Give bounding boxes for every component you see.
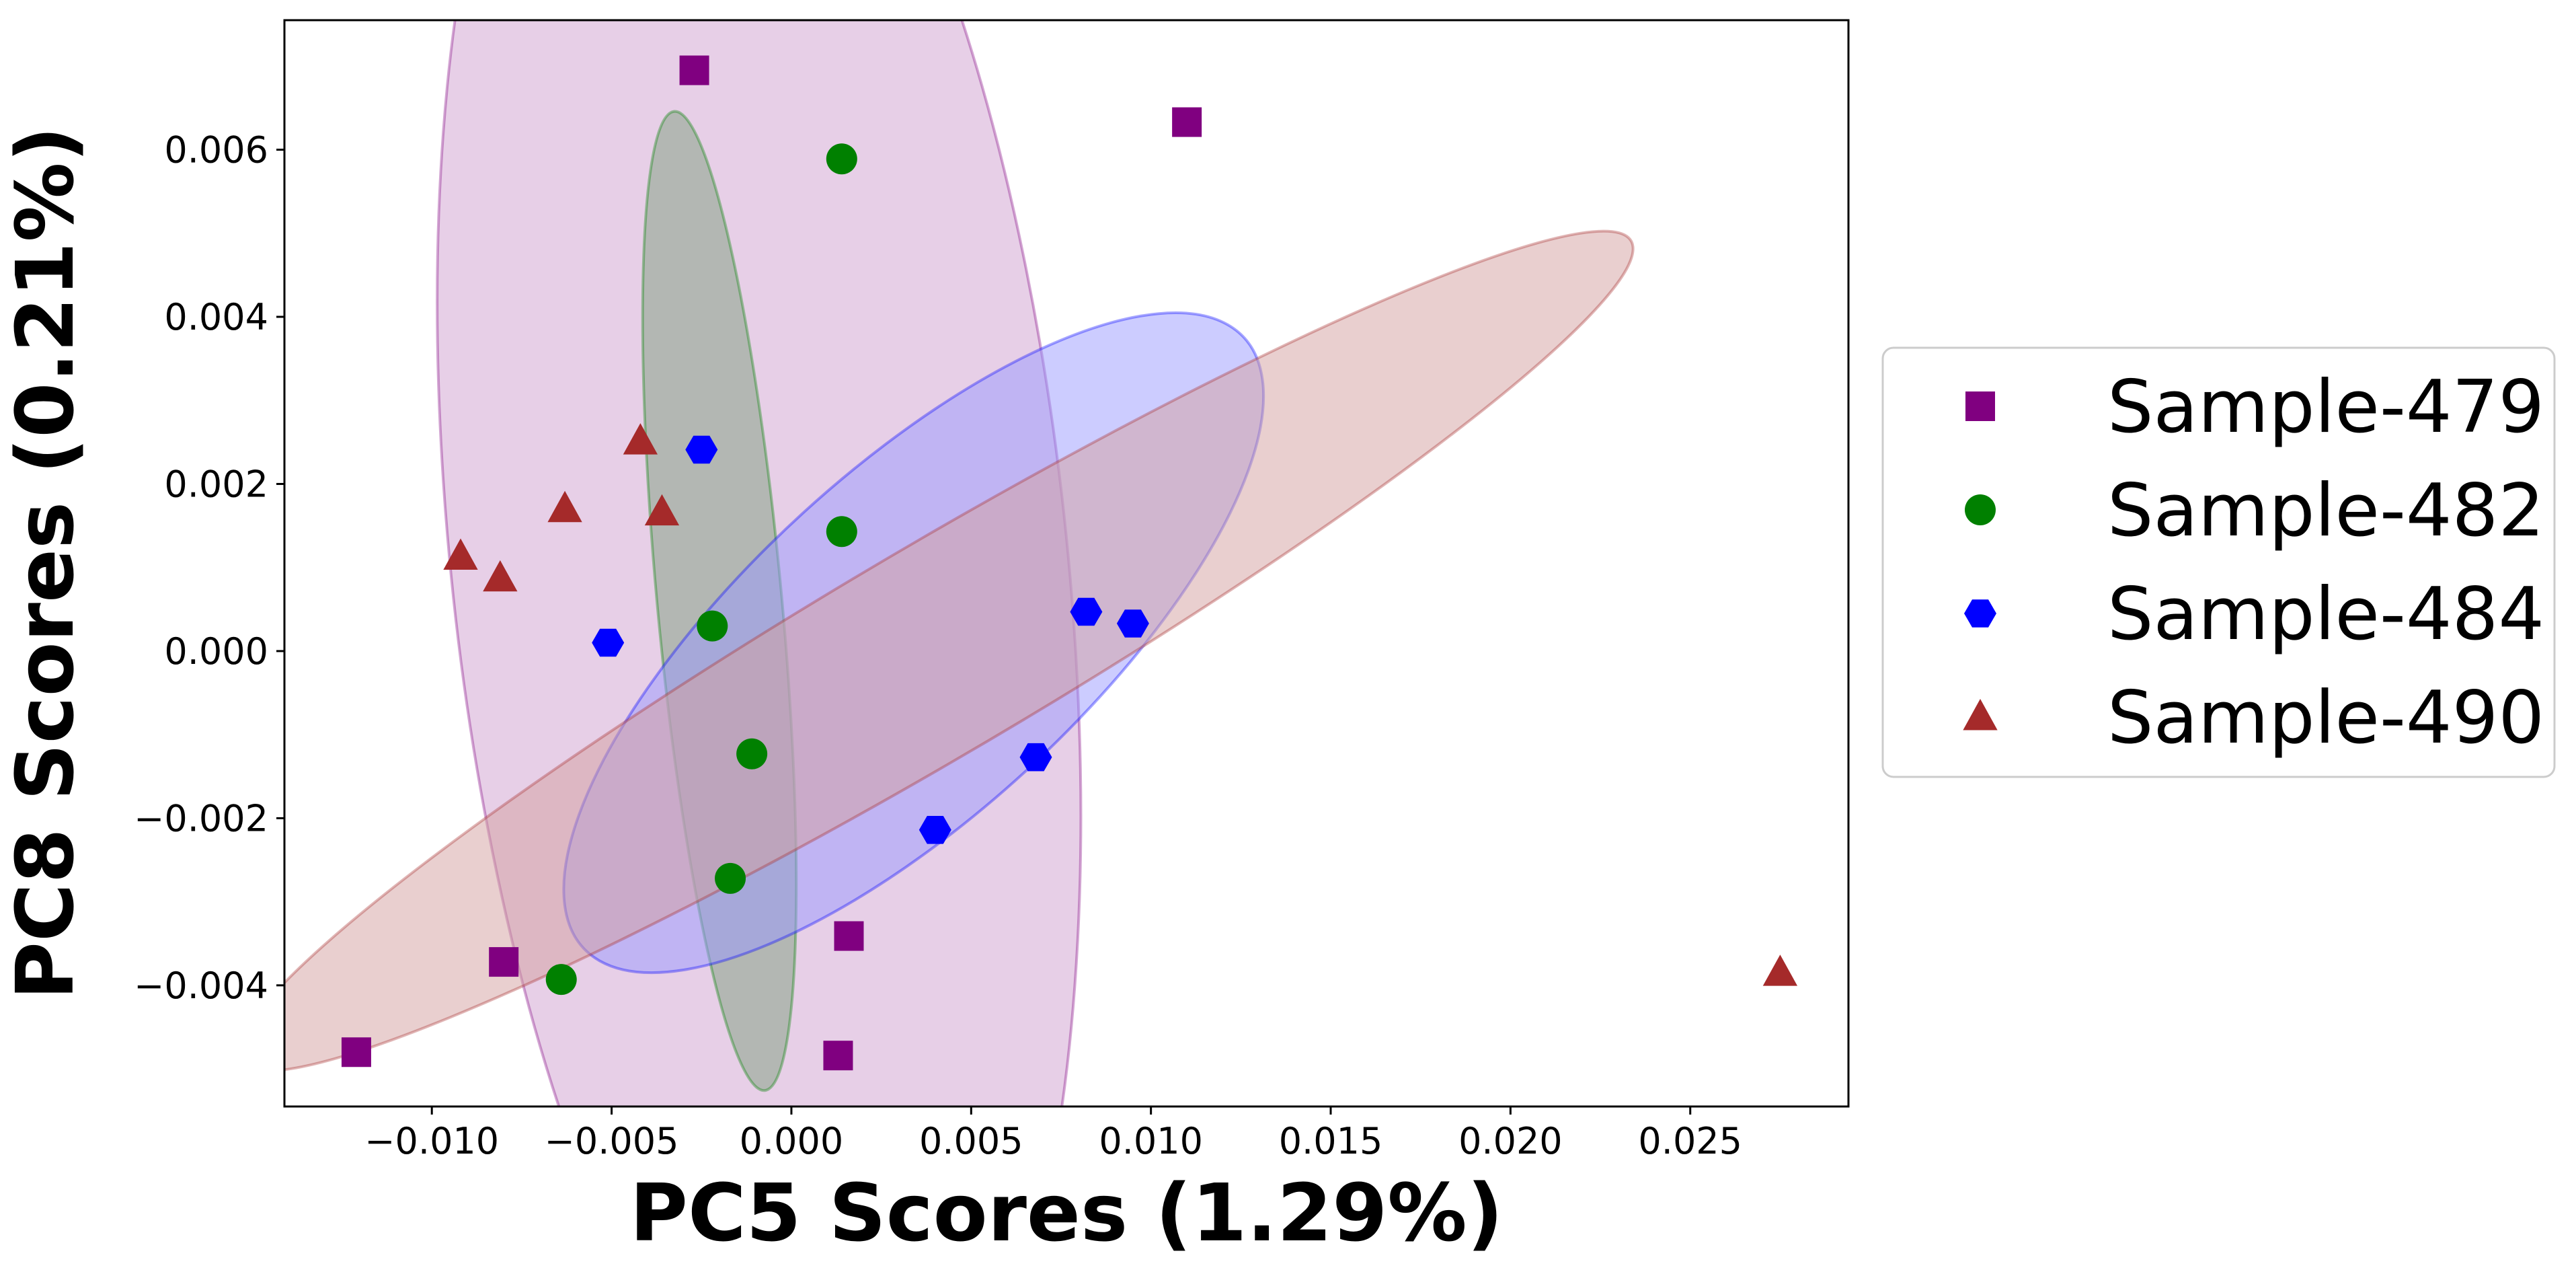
data-point-sample-482 xyxy=(826,516,857,548)
y-axis-ticks: −0.004 −0.002 0.000 0.002 0.004 0.006 xyxy=(134,129,284,1007)
x-axis-label: PC5 Scores (1.29%) xyxy=(629,1166,1503,1259)
data-point-sample-490 xyxy=(623,423,658,455)
data-point-sample-482 xyxy=(545,964,577,996)
data-point-sample-490 xyxy=(644,494,680,526)
data-point-sample-482 xyxy=(826,143,857,175)
data-point-sample-490 xyxy=(483,560,518,592)
legend-label: Sample-482 xyxy=(2107,469,2544,553)
x-tick-label: −0.005 xyxy=(545,1120,679,1162)
data-point-sample-484 xyxy=(1070,597,1103,626)
y-tick-label: 0.004 xyxy=(164,296,268,338)
data-point-sample-479 xyxy=(489,947,519,977)
plot-frame xyxy=(283,19,1850,1108)
legend-marker-sample-490 xyxy=(1963,699,1998,730)
data-point-sample-490 xyxy=(1762,954,1798,986)
data-point-sample-479 xyxy=(341,1037,371,1067)
data-point-sample-484 xyxy=(919,816,951,844)
legend-box xyxy=(1881,346,2556,778)
data-point-sample-482 xyxy=(715,862,746,894)
x-tick-label: 0.005 xyxy=(919,1120,1023,1162)
data-points xyxy=(341,55,1798,1071)
data-point-sample-482 xyxy=(736,738,768,770)
legend-marker-sample-482 xyxy=(1965,494,1996,525)
legend-marker-sample-479 xyxy=(1965,391,1995,421)
data-point-sample-484 xyxy=(685,435,718,464)
data-point-sample-490 xyxy=(443,538,478,570)
x-tick-label: −0.010 xyxy=(364,1120,499,1162)
y-axis-label: PC8 Scores (0.21%) xyxy=(0,126,91,1000)
data-point-sample-482 xyxy=(697,610,728,642)
data-point-sample-479 xyxy=(834,921,864,951)
data-point-sample-484 xyxy=(1116,609,1149,638)
y-tick-label: 0.000 xyxy=(164,630,268,673)
x-tick-label: 0.025 xyxy=(1638,1120,1742,1162)
x-axis-ticks: −0.010 −0.005 0.000 0.005 0.010 0.015 0.020 0.0… xyxy=(364,1106,1742,1162)
legend: Sample-479 Sample-482 Sample-484 Sample-490 xyxy=(1881,346,2556,778)
legend-label: Sample-490 xyxy=(2107,676,2544,760)
y-tick-label: 0.006 xyxy=(164,129,268,172)
y-tick-label: 0.002 xyxy=(164,463,268,505)
data-point-sample-479 xyxy=(679,55,709,85)
confidence-ellipses xyxy=(284,20,1645,1169)
x-tick-label: 0.015 xyxy=(1279,1120,1383,1162)
confidence-ellipse-sample-490 xyxy=(284,133,1645,1169)
legend-label: Sample-484 xyxy=(2107,572,2544,656)
x-tick-label: 0.000 xyxy=(740,1120,844,1162)
data-point-sample-479 xyxy=(823,1041,853,1071)
x-tick-label: 0.010 xyxy=(1099,1120,1203,1162)
data-point-sample-484 xyxy=(592,628,625,657)
data-point-sample-490 xyxy=(547,490,582,523)
legend-marker-sample-484 xyxy=(1964,599,1996,628)
legend-label: Sample-479 xyxy=(2107,365,2544,449)
data-point-sample-484 xyxy=(1019,743,1052,772)
y-tick-label: −0.004 xyxy=(134,965,268,1007)
data-point-sample-479 xyxy=(1172,107,1202,137)
y-tick-label: −0.002 xyxy=(134,797,268,839)
x-tick-label: 0.020 xyxy=(1458,1120,1563,1162)
